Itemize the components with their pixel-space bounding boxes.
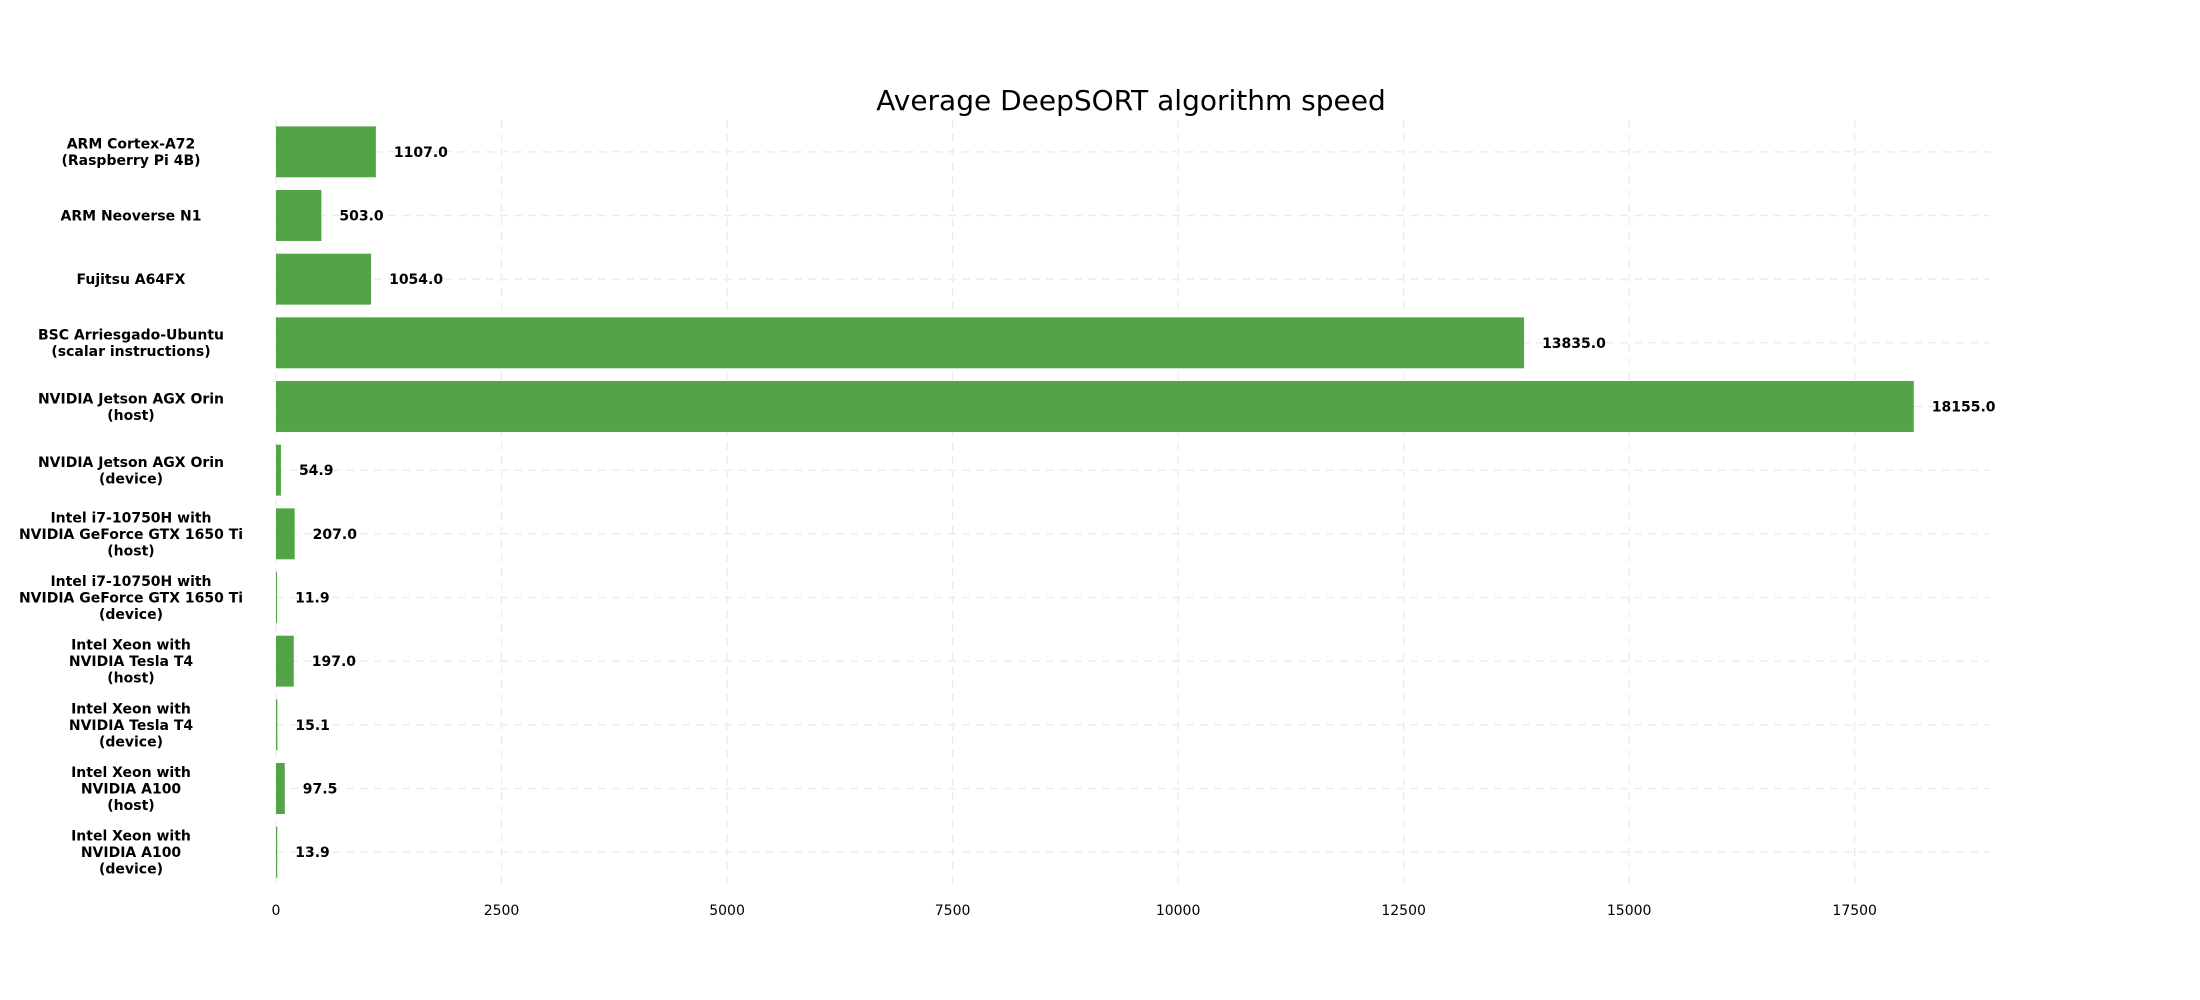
value-label: 1107.0 — [394, 145, 448, 161]
category-label-line: (device) — [99, 862, 163, 878]
bar — [276, 190, 322, 241]
value-label: 207.0 — [313, 527, 358, 543]
bar — [276, 317, 1525, 369]
value-label: 13835.0 — [1542, 336, 1606, 352]
category-label-line: BSC Arriesgado-Ubuntu — [38, 328, 224, 344]
category-label-line: (Raspberry Pi 4B) — [61, 153, 200, 169]
category-label-line: (host) — [107, 543, 154, 559]
value-label: 197.0 — [312, 654, 357, 670]
bar — [276, 763, 285, 814]
category-label-line: (device) — [99, 607, 163, 623]
category-label-line: Intel Xeon with — [71, 638, 191, 654]
value-labels: 1107.0 503.0 1054.0 13835.0 18155.0 54.9 207.0… — [295, 145, 1996, 861]
category-label-line: (device) — [99, 734, 163, 750]
category-label-line: Intel Xeon with — [71, 829, 191, 845]
x-tick-label: 7500 — [935, 903, 971, 919]
bar — [276, 253, 372, 305]
category-labels: ARM Cortex-A72 (Raspberry Pi 4B) ARM Neove… — [19, 137, 243, 878]
category-label-line: NVIDIA A100 — [81, 782, 182, 798]
category-label-line: NVIDIA GeForce GTX 1650 Ti — [19, 591, 243, 607]
value-label: 18155.0 — [1932, 400, 1996, 416]
category-label: BSC Arriesgado-Ubuntu (scalar instruction… — [38, 328, 224, 361]
category-label-line: (host) — [107, 671, 154, 687]
bar — [276, 826, 278, 878]
category-label-line: ARM Cortex-A72 — [67, 137, 196, 153]
value-label: 1054.0 — [389, 272, 443, 288]
value-label: 15.1 — [295, 718, 330, 734]
x-tick-label: 15000 — [1607, 903, 1652, 919]
category-label-line: NVIDIA GeForce GTX 1650 Ti — [19, 527, 243, 543]
category-label-line: ARM Neoverse N1 — [61, 209, 202, 225]
category-label-line: NVIDIA Tesla T4 — [69, 718, 193, 734]
value-label: 54.9 — [299, 463, 334, 479]
value-label: 11.9 — [295, 591, 330, 607]
category-label-line: NVIDIA Tesla T4 — [69, 654, 193, 670]
category-label-line: (device) — [99, 471, 163, 487]
category-label: NVIDIA Jetson AGX Orin (host) — [38, 391, 224, 424]
value-label: 97.5 — [303, 782, 338, 798]
category-label: NVIDIA Jetson AGX Orin (device) — [38, 455, 224, 488]
category-label: Fujitsu A64FX — [77, 272, 186, 288]
category-label: Intel i7-10750H with NVIDIA GeForce GTX 1… — [19, 574, 243, 623]
category-label-line: (host) — [107, 408, 154, 424]
chart-title: Average DeepSORT algorithm speed — [876, 84, 1386, 117]
category-label: Intel Xeon with NVIDIA Tesla T4 (device) — [69, 701, 193, 750]
category-label: Intel Xeon with NVIDIA Tesla T4 (host) — [69, 638, 193, 687]
category-label-line: NVIDIA Jetson AGX Orin — [38, 391, 224, 407]
category-label-line: (host) — [107, 798, 154, 814]
bar — [276, 572, 278, 623]
category-label-line: Intel Xeon with — [71, 765, 191, 781]
category-label-line: NVIDIA A100 — [81, 845, 182, 861]
category-label-line: NVIDIA Jetson AGX Orin — [38, 455, 224, 471]
bar — [276, 508, 295, 560]
category-label-line: Intel Xeon with — [71, 701, 191, 717]
x-tick-label: 17500 — [1832, 903, 1877, 919]
category-label: Intel Xeon with NVIDIA A100 (device) — [71, 829, 191, 878]
x-tick-label: 12500 — [1381, 903, 1426, 919]
bar — [276, 635, 294, 687]
value-label: 503.0 — [339, 209, 384, 225]
category-label: ARM Neoverse N1 — [61, 209, 202, 225]
category-label-line: Intel i7-10750H with — [50, 510, 211, 526]
x-axis-ticks: 0 2500 5000 7500 10000 12500 15000 17500 — [272, 903, 1877, 919]
category-label-line: Intel i7-10750H with — [50, 574, 211, 590]
bars — [276, 126, 1914, 878]
x-tick-label: 10000 — [1156, 903, 1201, 919]
value-label: 13.9 — [295, 845, 330, 861]
x-tick-label: 2500 — [484, 903, 520, 919]
x-tick-label: 5000 — [709, 903, 745, 919]
category-label: Intel Xeon with NVIDIA A100 (host) — [71, 765, 191, 814]
category-label: Intel i7-10750H with NVIDIA GeForce GTX 1… — [19, 510, 243, 559]
bar — [276, 381, 1914, 432]
x-tick-label: 0 — [272, 903, 281, 919]
category-label: ARM Cortex-A72 (Raspberry Pi 4B) — [61, 137, 200, 170]
bar — [276, 699, 278, 751]
grid-lines — [275, 120, 1990, 884]
bar — [276, 126, 376, 178]
category-label-line: Fujitsu A64FX — [77, 272, 186, 288]
category-label-line: (scalar instructions) — [51, 344, 210, 360]
bar — [276, 444, 281, 496]
